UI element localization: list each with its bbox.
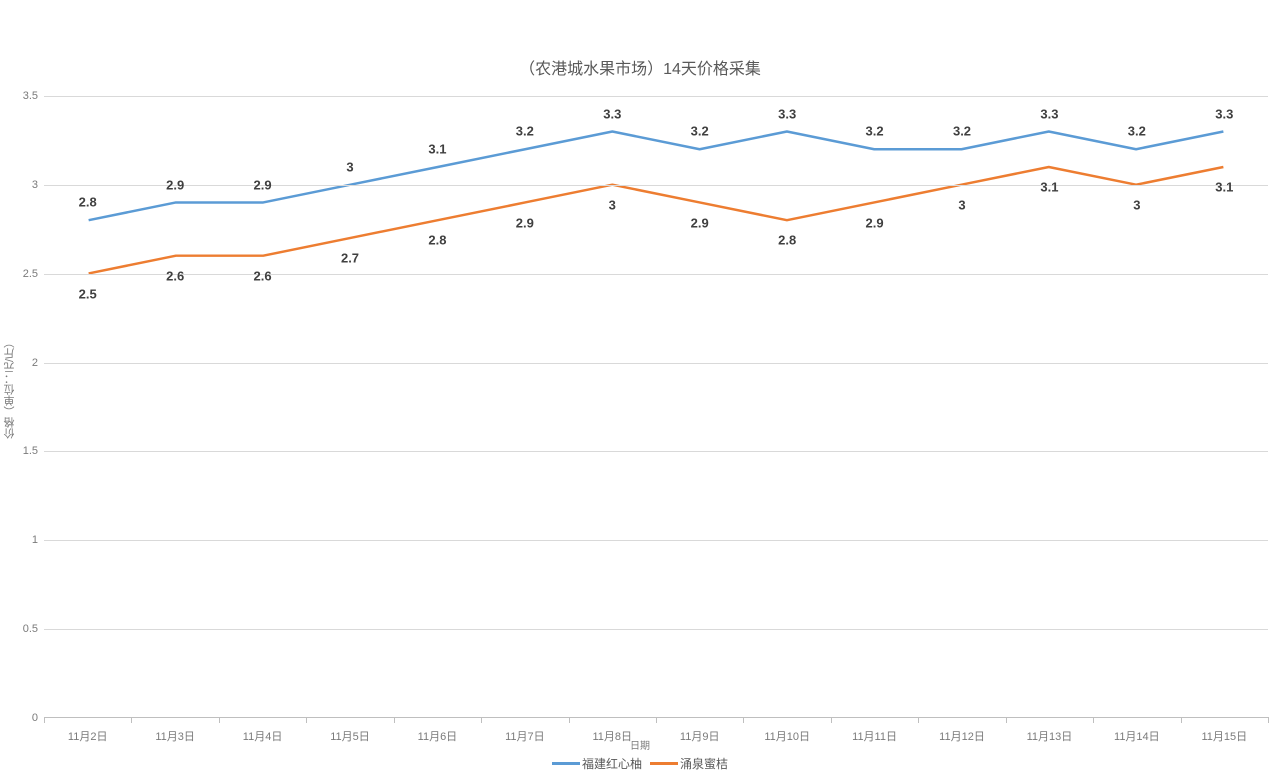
x-tick	[306, 717, 307, 723]
x-tick	[1181, 717, 1182, 723]
data-label: 2.9	[516, 215, 534, 230]
data-label: 2.9	[166, 177, 184, 192]
x-tick-label: 11月7日	[505, 728, 545, 744]
x-tick-label: 11月3日	[155, 728, 195, 744]
legend-swatch	[650, 762, 678, 765]
data-label: 2.5	[79, 286, 97, 301]
data-label: 2.6	[254, 268, 272, 283]
x-tick	[219, 717, 220, 723]
legend-item: 涌泉蜜桔	[650, 755, 728, 772]
y-tick-label: 3	[8, 179, 38, 191]
data-label: 3	[958, 197, 965, 212]
data-label: 3	[1133, 197, 1140, 212]
data-label: 3.2	[953, 124, 971, 139]
y-axis-title: 价格（单位：元/斤）	[2, 337, 18, 439]
data-label: 3.2	[1128, 124, 1146, 139]
x-tick	[1093, 717, 1094, 723]
gridline	[44, 274, 1268, 275]
plot-area: 2.8 2.9 2.9 3 3.1 3.2 3.3 3.2 3.3 3.2 3.2 3.3 3.2 3.3…	[44, 96, 1268, 718]
y-tick-label: 2.5	[8, 268, 38, 280]
data-label: 2.8	[428, 233, 446, 248]
x-tick	[394, 717, 395, 723]
chart-lines-svg	[44, 96, 1268, 717]
series-line-0	[89, 131, 1224, 220]
data-label: 2.9	[866, 215, 884, 230]
data-label: 2.8	[778, 233, 796, 248]
y-tick-label: 1.5	[8, 445, 38, 457]
data-label: 3.1	[1040, 180, 1058, 195]
data-label: 3.2	[866, 124, 884, 139]
data-label: 3.2	[516, 124, 534, 139]
data-label: 3.1	[1215, 180, 1233, 195]
x-tick	[831, 717, 832, 723]
x-tick-label: 11月5日	[330, 728, 370, 744]
y-tick-label: 2	[8, 357, 38, 369]
data-label: 3.1	[428, 142, 446, 157]
gridline	[44, 629, 1268, 630]
data-label: 3	[346, 159, 353, 174]
data-label: 3.3	[603, 106, 621, 121]
y-tick-label: 3.5	[8, 90, 38, 102]
legend-label: 福建红心柚	[582, 755, 642, 772]
x-tick-label: 11月8日	[593, 728, 633, 744]
gridline	[44, 96, 1268, 97]
x-tick	[656, 717, 657, 723]
data-label: 3.3	[778, 106, 796, 121]
gridline	[44, 540, 1268, 541]
data-label: 2.8	[79, 195, 97, 210]
x-tick-label: 11月4日	[243, 728, 283, 744]
legend-label: 涌泉蜜桔	[680, 755, 728, 772]
x-tick-label: 11月12日	[939, 728, 985, 744]
x-tick-label: 11月11日	[852, 728, 897, 744]
x-tick-label: 11月9日	[680, 728, 720, 744]
x-tick-label: 11月6日	[418, 728, 458, 744]
y-tick-label: 0.5	[8, 623, 38, 635]
gridline	[44, 185, 1268, 186]
x-tick	[44, 717, 45, 723]
y-tick-label: 0	[8, 712, 38, 724]
gridline	[44, 451, 1268, 452]
x-tick	[1006, 717, 1007, 723]
data-label: 3.2	[691, 124, 709, 139]
x-tick	[918, 717, 919, 723]
legend: 福建红心柚 涌泉蜜桔	[0, 754, 1280, 772]
x-tick	[481, 717, 482, 723]
x-tick	[569, 717, 570, 723]
x-tick	[743, 717, 744, 723]
gridline	[44, 363, 1268, 364]
data-label: 2.9	[254, 177, 272, 192]
x-tick-label: 11月15日	[1201, 728, 1247, 744]
x-tick-label: 11月13日	[1027, 728, 1073, 744]
data-label: 3	[609, 197, 616, 212]
chart-title: （农港城水果市场）14天价格采集	[0, 55, 1280, 79]
legend-item: 福建红心柚	[552, 755, 642, 772]
data-label: 3.3	[1215, 106, 1233, 121]
y-tick-label: 1	[8, 534, 38, 546]
legend-swatch	[552, 762, 580, 765]
x-tick-label: 11月14日	[1114, 728, 1160, 744]
data-label: 2.6	[166, 268, 184, 283]
x-tick-label: 11月2日	[68, 728, 108, 744]
data-label: 2.7	[341, 251, 359, 266]
data-label: 2.9	[691, 215, 709, 230]
x-tick	[1268, 717, 1269, 723]
x-tick	[131, 717, 132, 723]
data-label: 3.3	[1040, 106, 1058, 121]
chart-container: （农港城水果市场）14天价格采集 价格（单位：元/斤） 2.8 2.9 2.9 3 3.…	[0, 0, 1280, 776]
x-tick-label: 11月10日	[764, 728, 810, 744]
